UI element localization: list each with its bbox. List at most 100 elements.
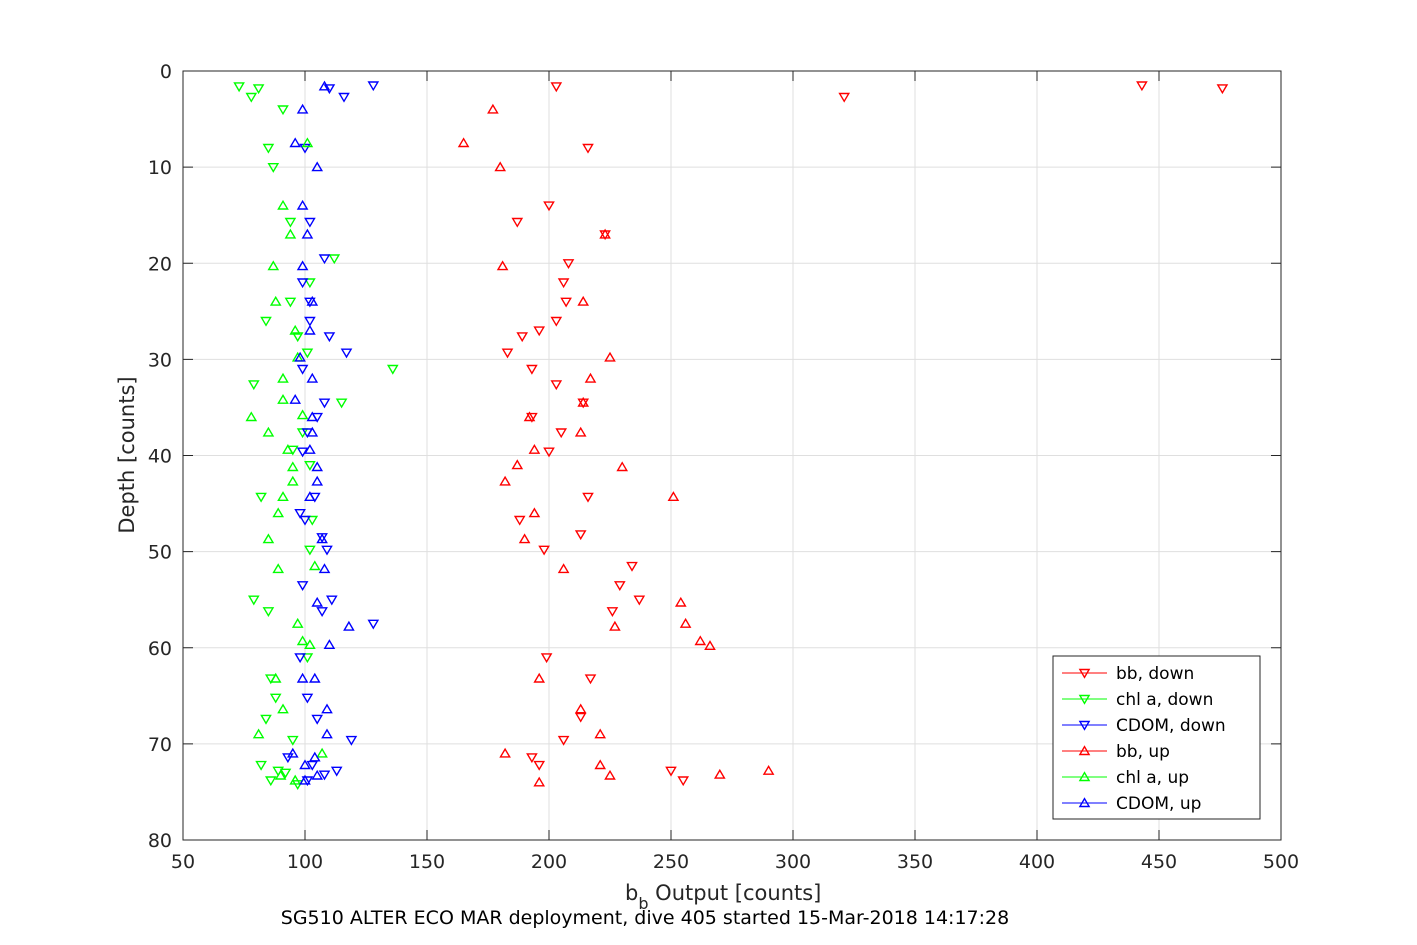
data-point <box>291 332 304 343</box>
data-point <box>296 635 309 646</box>
data-point <box>245 411 258 422</box>
data-point <box>269 295 282 306</box>
data-point <box>318 563 331 574</box>
data-point <box>286 735 299 746</box>
data-point <box>299 759 311 770</box>
data-point <box>501 348 514 359</box>
data-point <box>616 461 629 472</box>
y-tick-label: 60 <box>148 638 172 660</box>
data-point <box>304 444 316 454</box>
data-point <box>269 672 282 683</box>
data-point <box>306 295 319 306</box>
data-point <box>528 507 541 518</box>
data-point <box>1136 81 1148 92</box>
legend: bb, down chl a, down CDOM, down bb, up chl a… <box>1052 655 1261 820</box>
y-tick-label: 40 <box>148 446 172 468</box>
data-point <box>555 428 568 439</box>
legend-marker <box>1078 720 1091 731</box>
data-point <box>604 351 616 362</box>
legend-entry: CDOM, up <box>1062 794 1201 814</box>
data-point <box>335 398 348 409</box>
data-point <box>574 426 587 437</box>
x-tick-label: 100 <box>287 851 323 873</box>
data-point <box>318 770 331 781</box>
data-point <box>316 533 328 544</box>
data-point <box>301 653 314 664</box>
data-point <box>311 769 324 780</box>
data-point <box>296 260 309 271</box>
data-point <box>296 581 309 591</box>
data-point <box>533 672 546 683</box>
legend-entry: chl a, up <box>1062 768 1189 788</box>
data-point <box>306 515 319 526</box>
data-point <box>609 620 621 631</box>
y-tick-label: 20 <box>148 253 172 275</box>
data-point <box>367 81 380 92</box>
data-point <box>267 162 280 173</box>
data-point <box>262 426 275 437</box>
data-point <box>677 776 690 787</box>
data-point <box>296 103 309 114</box>
data-point <box>277 491 289 501</box>
series-5 <box>286 80 355 785</box>
x-tick-label: 50 <box>171 851 195 873</box>
data-point <box>665 766 677 777</box>
data-point <box>272 507 285 518</box>
data-point <box>386 364 399 375</box>
data-point <box>308 560 321 571</box>
data-point <box>606 607 619 617</box>
legend-label: bb, up <box>1116 742 1170 762</box>
data-point <box>328 254 341 265</box>
data-point <box>304 278 316 289</box>
data-point <box>299 774 311 785</box>
data-point <box>316 607 328 617</box>
data-point <box>633 595 646 606</box>
data-point <box>245 92 258 103</box>
data-point <box>550 380 563 391</box>
data-point <box>289 774 302 785</box>
data-point <box>674 596 687 607</box>
data-point <box>311 161 324 172</box>
data-point <box>299 515 311 526</box>
data-point <box>526 412 538 423</box>
data-point <box>318 398 331 409</box>
y-axis-label: Depth [counts] <box>115 376 139 533</box>
data-point <box>550 316 563 327</box>
data-point <box>306 411 319 422</box>
x-tick-label: 500 <box>1263 851 1299 873</box>
series-4 <box>245 137 328 785</box>
data-point <box>323 639 336 649</box>
data-point <box>301 776 314 787</box>
data-point <box>277 105 289 116</box>
data-point <box>526 753 538 764</box>
data-point <box>299 143 311 154</box>
data-point <box>296 447 309 458</box>
data-point <box>577 295 590 306</box>
data-point <box>284 217 297 228</box>
data-point <box>667 491 680 501</box>
y-tick-label: 70 <box>148 734 172 756</box>
data-point <box>321 728 333 739</box>
data-point <box>582 492 594 503</box>
data-point <box>272 563 285 574</box>
data-point <box>543 447 555 458</box>
data-point <box>304 217 316 228</box>
legend-entry: chl a, down <box>1062 690 1213 710</box>
data-point <box>267 260 280 271</box>
data-point <box>289 394 302 404</box>
data-point <box>704 640 716 650</box>
data-point <box>713 768 726 779</box>
legend-entry: CDOM, down <box>1062 716 1226 736</box>
data-point <box>557 735 570 746</box>
data-point <box>311 714 324 725</box>
data-point <box>304 461 316 471</box>
data-point <box>838 92 851 103</box>
data-point <box>252 728 265 739</box>
data-point <box>289 324 302 335</box>
ticks <box>182 70 1282 841</box>
legend-marker <box>1078 694 1091 705</box>
legend-entry: bb, down <box>1062 664 1194 684</box>
data-point <box>513 515 526 526</box>
data-point <box>526 364 538 375</box>
data-point <box>316 747 328 758</box>
